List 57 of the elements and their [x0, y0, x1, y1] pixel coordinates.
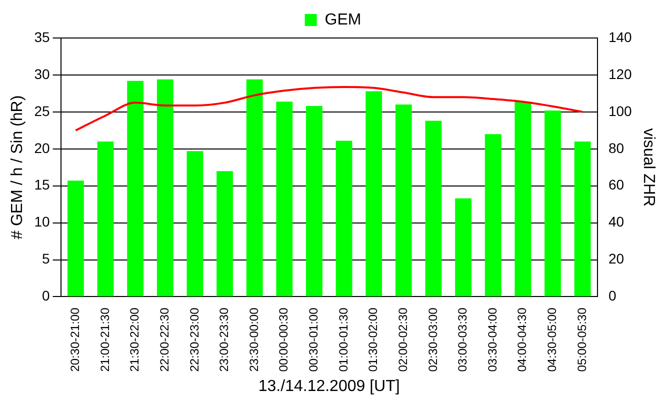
bar [216, 171, 233, 296]
x-tick-label: 05:00-05:30 [574, 307, 589, 372]
y-tick-label: 5 [42, 250, 50, 267]
bar [484, 134, 502, 296]
x-tick-label: 22:30-23:00 [187, 307, 202, 372]
y2-tick-label: 20 [608, 250, 624, 267]
y2-tick-label: 140 [608, 28, 632, 45]
x-tick-label: 02:00-02:30 [396, 307, 410, 372]
line-series [74, 86, 584, 132]
y-axis-title: # GEM / h / Sin (hR) [9, 95, 26, 240]
x-axis-title: 13./14.12.2009 [UT] [258, 378, 400, 395]
y-tick-label: 15 [34, 176, 50, 193]
bar [246, 79, 263, 296]
bar [395, 104, 412, 296]
x-tick-label: 04:00-04:30 [515, 307, 530, 372]
legend-label: GEM [324, 11, 362, 28]
y2-tick-label: 100 [608, 102, 632, 119]
x-tick-label: 22:00-22:30 [157, 307, 172, 372]
bar [156, 79, 174, 296]
x-tick-label: 23:30-00:00 [246, 307, 261, 372]
y2-tick-label: 60 [608, 176, 624, 193]
x-tick-label: 21:00-21:30 [98, 307, 112, 372]
x-tick-label: 21:30-22:00 [128, 307, 142, 372]
bar [306, 106, 322, 296]
y2-tick-label: 0 [608, 288, 616, 304]
bar [336, 140, 352, 296]
bar [67, 180, 84, 296]
bar [574, 142, 591, 296]
x-tick-label: 01:30-02:00 [366, 307, 380, 372]
y2-tick-label: 40 [608, 214, 624, 230]
x-tick-label: 00:30-01:00 [306, 307, 321, 372]
bar [425, 120, 442, 296]
bar [544, 110, 561, 296]
y2-tick-label: 80 [608, 140, 624, 156]
y-tick-label: 25 [34, 102, 50, 119]
bar [97, 142, 114, 296]
bar [186, 151, 204, 296]
x-tick-label: 03:30-04:00 [485, 307, 500, 372]
bar [514, 102, 532, 296]
y-tick-label: 20 [34, 140, 50, 156]
y2-axis-title: visual ZHR [640, 128, 657, 206]
x-tick-label: 03:00-03:30 [456, 307, 470, 372]
x-tick-label: 02:30-03:00 [426, 307, 440, 372]
y2-tick-label: 120 [608, 66, 632, 82]
x-tick-label: 00:00-00:30 [276, 307, 291, 372]
x-tick-label: 23:00-23:30 [217, 307, 232, 372]
x-tick-label: 04:30-05:00 [545, 307, 560, 372]
y-tick-label: 10 [34, 214, 50, 230]
y-tick-label: 30 [34, 66, 50, 82]
y-tick-label: 35 [34, 28, 50, 45]
y-tick-label: 0 [42, 288, 50, 304]
bar [276, 102, 293, 296]
x-tick-label: 20:30-21:00 [68, 307, 82, 372]
x-tick-label: 01:00-01:30 [336, 307, 350, 372]
bar [455, 198, 472, 296]
bar [127, 80, 144, 296]
bar [366, 91, 382, 296]
